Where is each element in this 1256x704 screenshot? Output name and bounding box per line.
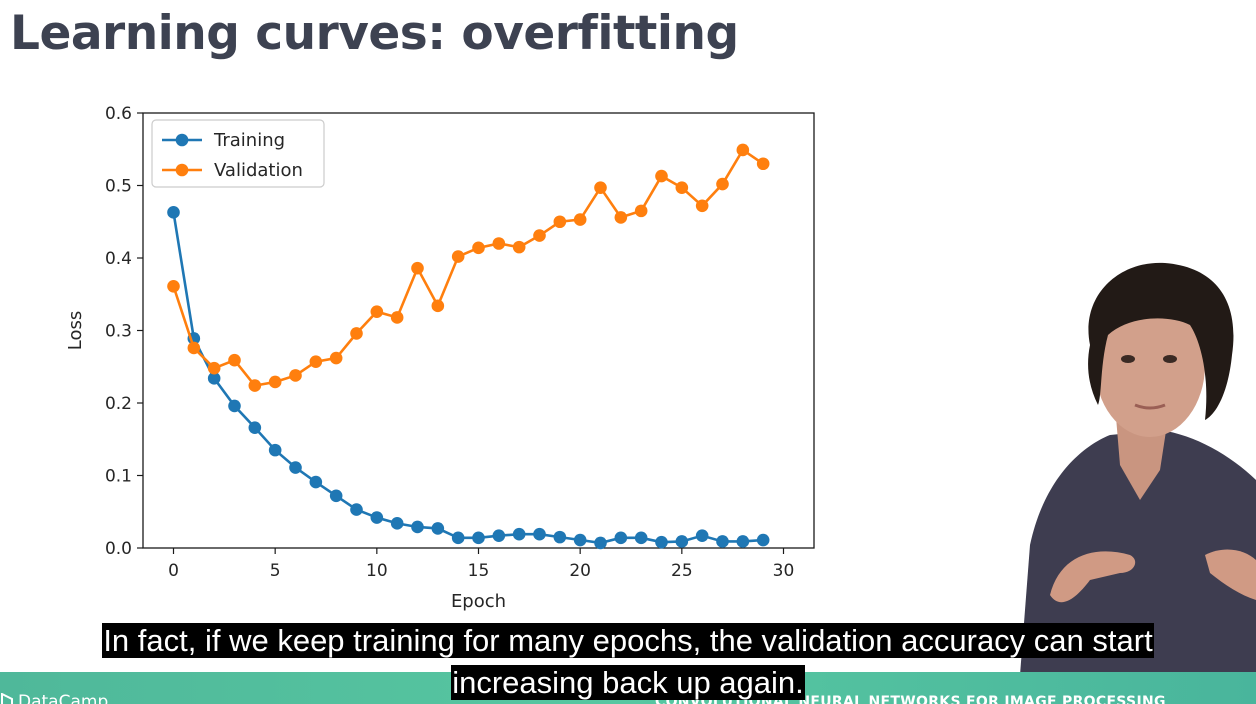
data-point-training <box>756 533 770 547</box>
x-tick-label: 25 <box>671 561 693 581</box>
data-point-validation <box>492 237 506 250</box>
data-point-validation <box>207 361 221 375</box>
data-point-training <box>675 535 689 548</box>
data-point-training <box>533 527 546 541</box>
datacamp-logo-icon <box>1 693 13 704</box>
y-tick-label: 0.1 <box>105 467 132 487</box>
data-point-training <box>268 443 282 457</box>
data-point-training <box>695 529 709 542</box>
x-tick-label: 30 <box>773 561 795 581</box>
data-point-training <box>350 503 363 516</box>
data-point-validation <box>228 353 241 367</box>
data-point-training <box>248 421 262 434</box>
y-tick-label: 0.3 <box>105 322 132 342</box>
data-point-validation <box>655 169 668 183</box>
data-point-validation <box>431 299 445 313</box>
data-point-validation <box>289 369 302 382</box>
data-point-training <box>492 529 506 542</box>
data-point-training <box>451 531 465 545</box>
data-point-training <box>431 522 445 535</box>
y-tick-label: 0.6 <box>105 104 132 124</box>
data-point-training <box>472 531 485 545</box>
data-point-validation <box>187 341 201 355</box>
caption-line-1: In fact, if we keep training for many ep… <box>102 623 1154 658</box>
data-point-validation <box>309 355 323 368</box>
x-tick-label: 10 <box>366 561 388 581</box>
x-tick-label: 20 <box>569 561 591 581</box>
data-point-validation <box>736 143 750 157</box>
data-point-training <box>309 475 323 489</box>
footer-course-title: CONVOLUTIONAL NEURAL NETWORKS FOR IMAGE … <box>655 694 1166 704</box>
data-point-training <box>329 489 343 503</box>
data-point-training <box>167 206 180 219</box>
data-point-validation <box>451 250 465 263</box>
legend-marker <box>175 133 189 147</box>
x-tick-label: 0 <box>168 561 179 581</box>
data-point-validation <box>695 199 709 213</box>
data-point-validation <box>350 327 363 340</box>
data-point-training <box>614 531 628 545</box>
data-point-validation <box>268 375 282 389</box>
y-tick-label: 0.0 <box>105 539 132 559</box>
x-tick-label: 15 <box>468 561 490 581</box>
y-tick-label: 0.5 <box>105 177 132 197</box>
data-point-validation <box>248 379 262 392</box>
data-point-validation <box>411 261 424 275</box>
data-point-validation <box>370 305 384 318</box>
data-point-validation <box>390 311 404 324</box>
data-point-training <box>207 372 221 385</box>
data-point-training <box>289 461 302 474</box>
data-point-validation <box>594 181 607 194</box>
data-point-validation <box>553 215 567 229</box>
legend-marker <box>175 163 189 177</box>
data-point-training <box>736 535 750 548</box>
presenter-video <box>1000 255 1256 675</box>
data-point-validation <box>716 177 729 191</box>
y-tick-label: 0.2 <box>105 394 132 414</box>
data-point-validation <box>634 204 648 218</box>
data-point-training <box>512 527 526 541</box>
subtitle-caption: In fact, if we keep training for many ep… <box>0 620 1256 704</box>
data-point-training <box>573 533 587 547</box>
data-point-training <box>634 531 648 545</box>
data-point-training <box>370 511 384 524</box>
datacamp-logo: DataCamp <box>0 692 108 704</box>
data-point-validation <box>329 351 343 365</box>
data-point-training <box>390 517 404 530</box>
data-point-validation <box>533 229 546 242</box>
data-point-validation <box>614 211 628 224</box>
y-tick-label: 0.4 <box>105 249 132 269</box>
slide-title: Learning curves: overfitting <box>10 6 739 61</box>
y-axis-label: Loss <box>65 311 86 350</box>
data-point-validation <box>472 241 485 255</box>
footer-brand: DataCamp <box>18 692 109 704</box>
legend-label: Training <box>213 130 285 151</box>
data-point-training <box>411 520 424 534</box>
data-point-training <box>655 535 668 549</box>
x-axis-label: Epoch <box>451 591 506 612</box>
data-point-training <box>553 530 567 544</box>
data-point-training <box>228 399 241 413</box>
data-point-training <box>716 535 729 548</box>
data-point-validation <box>675 181 689 194</box>
caption-line-2: increasing back up again. <box>451 665 805 700</box>
legend-label: Validation <box>214 160 303 181</box>
x-tick-label: 5 <box>270 561 281 581</box>
presenter-image <box>1020 262 1256 675</box>
data-point-validation <box>167 279 180 293</box>
data-point-validation <box>573 213 587 226</box>
data-point-validation <box>756 157 770 171</box>
data-point-training <box>594 536 607 550</box>
loss-chart: 0.0 0.1 0.2 0.3 0.4 0.5 0.6 0 5 10 15 20 25 30 Epoch Lo… <box>65 104 815 612</box>
data-point-validation <box>512 240 526 254</box>
